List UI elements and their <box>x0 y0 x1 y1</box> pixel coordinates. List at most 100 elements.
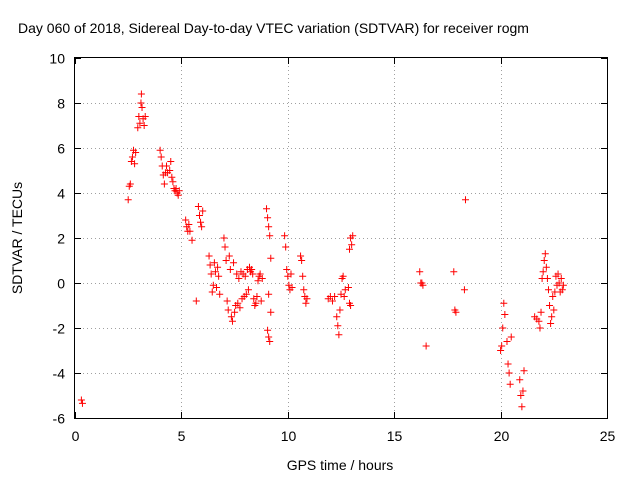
data-point <box>264 214 272 222</box>
data-point <box>241 272 249 280</box>
data-point <box>559 281 567 289</box>
data-point <box>298 257 306 264</box>
data-point <box>540 257 548 264</box>
x-tick-label: 5 <box>178 428 186 444</box>
data-point <box>300 286 308 294</box>
data-point <box>206 261 214 269</box>
data-point <box>157 153 165 161</box>
data-point <box>254 277 262 285</box>
data-point <box>126 180 134 188</box>
y-tick-label: 6 <box>57 141 65 157</box>
data-point <box>211 268 219 276</box>
data-point <box>557 275 565 282</box>
data-point <box>266 338 274 345</box>
data-point <box>263 205 271 213</box>
data-point <box>226 266 234 273</box>
data-point <box>199 207 207 215</box>
data-point <box>303 295 311 303</box>
data-point <box>450 268 458 276</box>
data-point <box>267 308 275 316</box>
data-point <box>156 146 164 154</box>
data-point <box>265 290 273 298</box>
data-point <box>558 286 566 294</box>
data-point <box>128 153 136 161</box>
data-point <box>460 286 468 294</box>
y-axis-label: SDTVAR / TECUs <box>9 182 25 294</box>
data-point <box>132 149 140 156</box>
y-tick-label: -6 <box>53 411 66 427</box>
data-point <box>537 308 545 316</box>
data-point <box>302 299 310 307</box>
data-point <box>227 313 235 321</box>
data-point <box>344 284 352 291</box>
data-point <box>210 259 218 267</box>
data-point <box>265 333 273 341</box>
x-tick-label: 10 <box>281 428 297 444</box>
data-point <box>264 326 272 334</box>
data-point <box>422 342 430 350</box>
data-point <box>328 297 336 305</box>
data-point <box>281 232 289 240</box>
y-tick-label: -2 <box>53 321 66 337</box>
x-tick-label: 15 <box>387 428 403 444</box>
data-point <box>213 284 221 291</box>
data-point <box>416 268 424 276</box>
data-point <box>348 241 356 249</box>
data-point <box>197 218 205 226</box>
data-point <box>542 263 550 271</box>
chart-title: Day 060 of 2018, Sidereal Day-to-day VTE… <box>18 20 529 36</box>
data-point <box>137 99 145 107</box>
data-point <box>546 302 554 309</box>
data-point <box>520 367 528 375</box>
data-point <box>192 297 200 305</box>
data-point <box>340 293 348 300</box>
data-point <box>336 306 344 314</box>
data-point <box>541 250 549 258</box>
data-point <box>231 308 239 316</box>
data-point <box>555 279 563 287</box>
data-point <box>335 331 343 339</box>
data-point <box>258 275 266 282</box>
data-point <box>516 376 524 384</box>
data-point <box>505 369 513 377</box>
data-point <box>205 252 213 260</box>
x-tick-label: 20 <box>494 428 510 444</box>
data-point <box>257 297 265 305</box>
data-point <box>550 306 558 314</box>
data-point <box>452 308 460 316</box>
data-point <box>536 324 544 332</box>
data-point <box>208 288 216 296</box>
data-point <box>140 122 148 129</box>
data-point <box>220 234 228 242</box>
data-point <box>135 113 143 120</box>
data-point <box>169 178 177 186</box>
data-point <box>554 270 562 278</box>
data-point <box>137 90 145 98</box>
data-point <box>186 227 194 235</box>
data-point <box>195 212 203 219</box>
data-point <box>249 270 257 278</box>
data-point <box>544 286 552 294</box>
data-point <box>194 203 202 210</box>
x-axis-label: GPS time / hours <box>287 457 394 473</box>
axis-ticks: 0 5 10 15 20 25 -6 -4 -2 0 2 4 6 8 10 <box>49 51 615 445</box>
data-point <box>244 286 252 294</box>
data-point <box>136 119 144 127</box>
data-point <box>138 104 146 111</box>
data-point <box>339 272 347 280</box>
data-point <box>233 270 241 278</box>
y-tick-label: 8 <box>57 96 65 112</box>
data-point <box>547 320 555 327</box>
data-point <box>287 270 295 278</box>
data-point <box>256 270 264 278</box>
y-tick-label: 0 <box>57 276 65 292</box>
data-point <box>334 322 342 330</box>
data-point <box>236 304 244 312</box>
data-point <box>549 293 557 300</box>
data-points <box>77 90 567 411</box>
data-point <box>517 392 525 399</box>
data-point <box>78 399 86 407</box>
data-point <box>225 252 233 260</box>
data-point <box>168 173 176 181</box>
